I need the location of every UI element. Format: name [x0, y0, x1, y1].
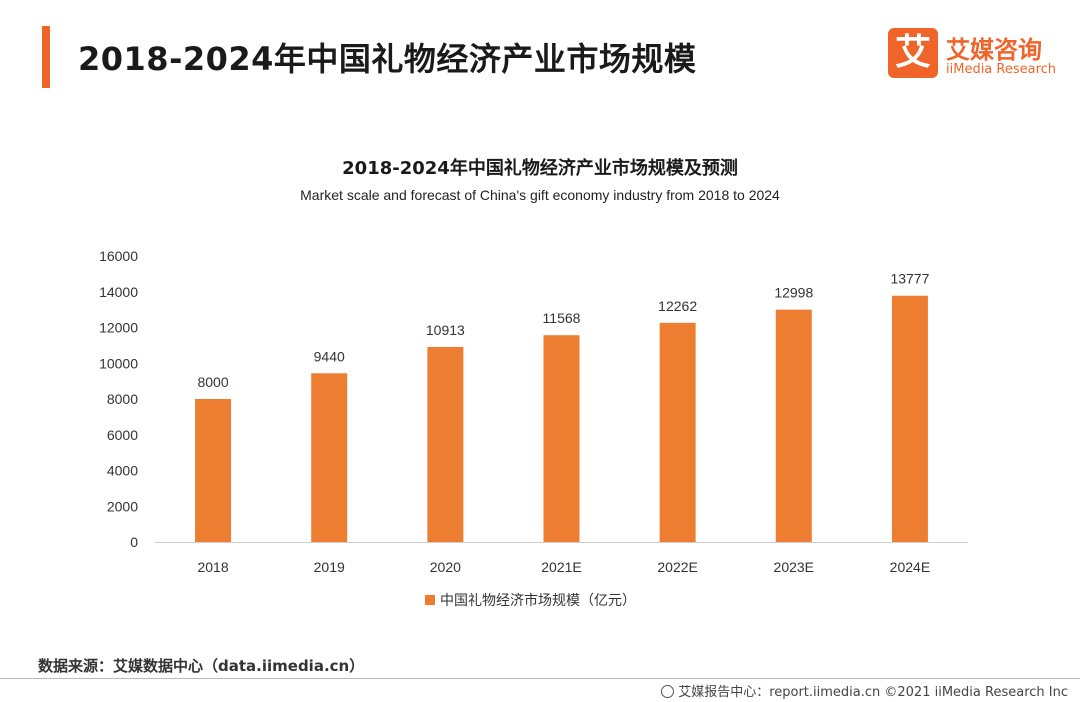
data-label: 10913	[426, 322, 465, 338]
footer: 艾媒报告中心：report.iimedia.cn ©2021 iiMedia R…	[661, 681, 1068, 700]
bar-chart: 0 2000 4000 6000 8000 10000 12000 14000 16000 800…	[99, 248, 968, 609]
x-tick-label: 2021E	[541, 559, 581, 575]
y-tick-label: 2000	[107, 498, 138, 514]
footer-divider	[0, 678, 1080, 679]
data-label: 11568	[543, 310, 581, 326]
x-tick-label: 2023E	[774, 559, 814, 575]
x-tick-label: 2024E	[890, 559, 930, 575]
y-tick-label: 8000	[107, 391, 138, 407]
bar	[427, 346, 464, 542]
bar	[891, 295, 928, 542]
bar	[195, 399, 232, 542]
y-tick-label: 6000	[107, 427, 138, 443]
x-tick-label: 2020	[430, 559, 461, 575]
y-tick-label: 4000	[107, 463, 138, 479]
y-tick-label: 16000	[99, 248, 138, 264]
x-tick-label: 2019	[314, 559, 345, 575]
data-label: 13777	[890, 271, 929, 287]
data-label: 12998	[774, 285, 813, 301]
chart-subtitle: Market scale and forecast of China's gif…	[300, 187, 780, 203]
data-source: 数据来源：艾媒数据中心（data.iimedia.cn）	[38, 657, 365, 675]
y-tick-label: 10000	[99, 355, 138, 371]
data-label: 9440	[314, 348, 345, 364]
x-tick-label: 2022E	[657, 559, 697, 575]
iimedia-logo: 艾 艾媒咨询 iiMedia Research	[888, 28, 1068, 84]
x-tick-label: 2018	[197, 559, 228, 575]
legend-label: 中国礼物经济市场规模（亿元）	[440, 592, 636, 609]
logo-english-name: iiMedia Research	[946, 62, 1057, 77]
bar	[311, 373, 348, 542]
logo-chinese-name: 艾媒咨询	[946, 36, 1042, 64]
data-label: 8000	[197, 374, 228, 390]
title-accent-bar	[42, 26, 50, 88]
legend-swatch	[425, 595, 435, 605]
page-title: 2018-2024年中国礼物经济产业市场规模	[78, 40, 697, 78]
globe-icon	[661, 685, 675, 698]
data-label: 12262	[658, 298, 697, 314]
chart-title: 2018-2024年中国礼物经济产业市场规模及预测	[342, 158, 738, 179]
logo-badge: 艾	[888, 28, 938, 78]
footer-text: 艾媒报告中心：report.iimedia.cn ©2021 iiMedia R…	[678, 685, 1068, 700]
bar	[543, 335, 580, 542]
bar	[659, 322, 696, 542]
y-tick-label: 14000	[99, 284, 138, 300]
y-tick-label: 0	[130, 534, 138, 550]
y-tick-label: 12000	[99, 320, 138, 336]
bar	[775, 309, 812, 542]
